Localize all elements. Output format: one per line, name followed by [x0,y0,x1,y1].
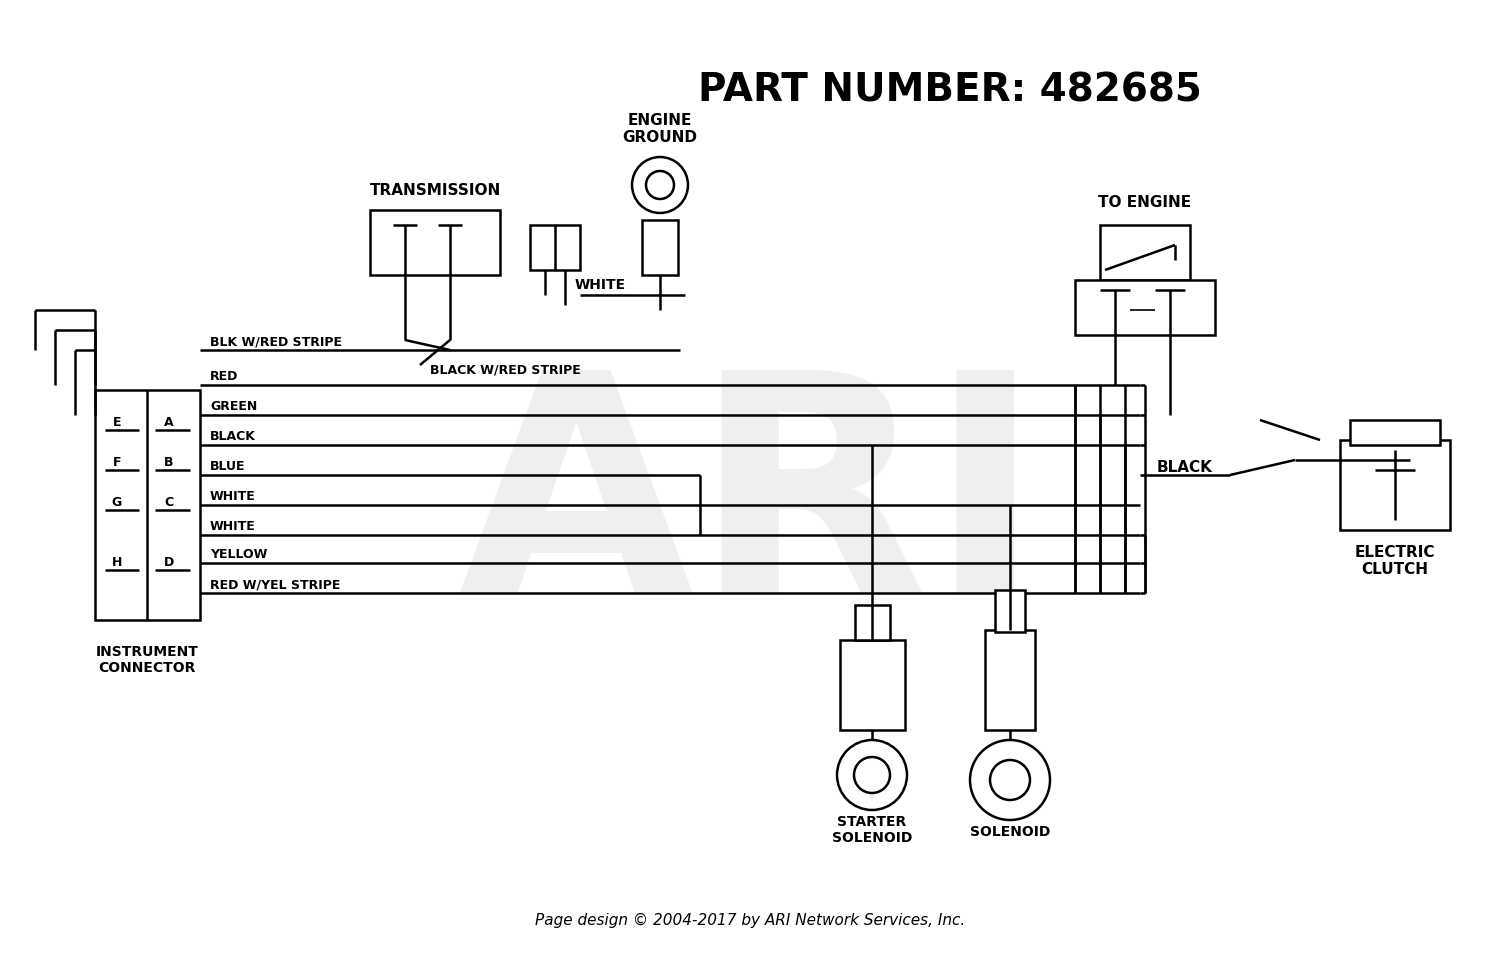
Text: SOLENOID: SOLENOID [970,825,1050,839]
Bar [370,210,500,275]
Bar [94,390,200,620]
Text: YELLOW: YELLOW [210,549,267,562]
Text: D: D [164,555,174,569]
Text: C: C [165,496,174,508]
Bar [530,225,580,270]
Bar [986,630,1035,730]
Text: A: A [164,415,174,429]
Text: STARTER
SOLENOID: STARTER SOLENOID [833,815,912,845]
Bar [1350,420,1440,445]
Text: BLUE: BLUE [210,460,246,474]
Bar [1340,440,1450,530]
Text: TRANSMISSION: TRANSMISSION [369,183,501,198]
Text: WHITE: WHITE [574,278,626,292]
Bar [840,640,904,730]
Text: BLACK W/RED STRIPE: BLACK W/RED STRIPE [430,363,580,377]
Bar [994,590,1024,632]
Bar [855,605,889,640]
Bar [1100,225,1190,280]
Text: E: E [112,415,122,429]
Text: WHITE: WHITE [210,490,255,503]
Text: RED: RED [210,370,238,384]
Bar [1076,280,1215,335]
Text: H: H [112,555,122,569]
Text: ELECTRIC
CLUTCH: ELECTRIC CLUTCH [1354,545,1436,577]
Text: BLK W/RED STRIPE: BLK W/RED STRIPE [210,336,342,348]
Text: TO ENGINE: TO ENGINE [1098,195,1191,210]
Text: F: F [112,456,122,469]
Text: Page design © 2004-2017 by ARI Network Services, Inc.: Page design © 2004-2017 by ARI Network S… [536,913,964,927]
Text: BLACK: BLACK [210,431,256,443]
Text: INSTRUMENT
CONNECTOR: INSTRUMENT CONNECTOR [96,645,198,675]
Text: BLACK: BLACK [1156,459,1214,475]
Text: GREEN: GREEN [210,401,258,413]
Text: G: G [112,496,122,508]
Text: PART NUMBER: 482685: PART NUMBER: 482685 [698,71,1202,109]
Text: B: B [165,456,174,469]
Text: WHITE: WHITE [210,521,255,533]
Text: RED W/YEL STRIPE: RED W/YEL STRIPE [210,578,340,592]
Text: ENGINE
GROUND: ENGINE GROUND [622,112,698,145]
Bar [642,220,678,275]
Text: ARI: ARI [458,362,1042,659]
